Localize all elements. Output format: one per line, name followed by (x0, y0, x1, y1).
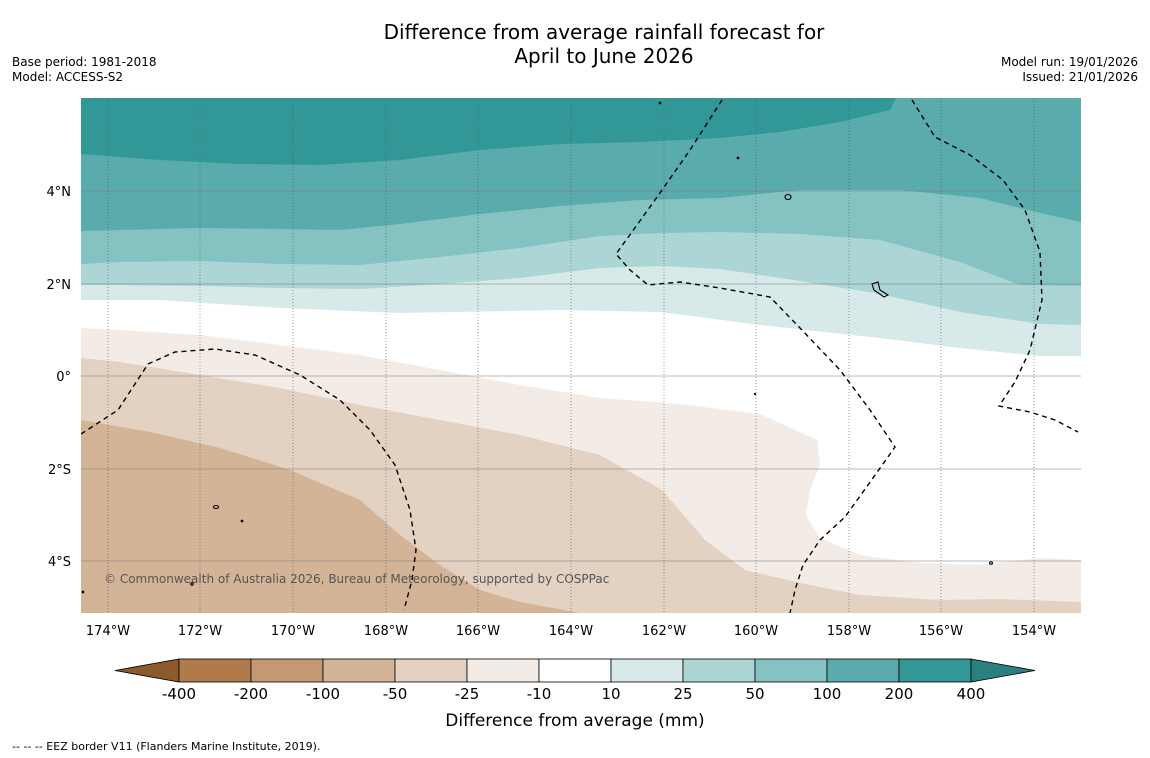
lon-label: 160°W (734, 624, 778, 639)
colorbar-swatch (322, 658, 396, 683)
issued-date: Issued: 21/01/2026 (1022, 70, 1138, 84)
colorbar-tick: 100 (813, 685, 842, 703)
lon-label: 166°W (456, 624, 500, 639)
lon-label: 174°W (86, 624, 130, 639)
model-name: Model: ACCESS-S2 (12, 70, 124, 84)
copyright-notice: © Commonwealth of Australia 2026, Bureau… (104, 572, 609, 586)
colorbar-tick: -50 (383, 685, 408, 703)
lon-label: 154°W (1012, 624, 1056, 639)
island-2 (240, 519, 244, 523)
colorbar-tick: 200 (885, 685, 914, 703)
island-9 (988, 561, 994, 565)
lat-label: 4°S (48, 555, 71, 570)
lon-axis-labels: 174°W 172°W 170°W 168°W 166°W 164°W 162°… (86, 624, 1056, 639)
colorbar-ticks: -400 -200 -100 -50 -25 -10 10 25 50 100 … (162, 685, 985, 703)
colorbar-swatch (394, 658, 468, 683)
eez-border-central (615, 99, 896, 613)
colorbar-swatch (250, 658, 324, 683)
eez-borders (81, 99, 1079, 613)
eez-border-east (911, 99, 1079, 433)
colorbar-label: Difference from average (mm) (445, 711, 704, 731)
island-8 (753, 392, 757, 396)
title-line-1: Difference from average rainfall forecas… (383, 20, 825, 44)
colorbar-tick: -200 (234, 685, 268, 703)
colorbar-swatch (538, 658, 612, 683)
island-5 (736, 156, 740, 160)
band-wet-200-400 (81, 98, 896, 165)
island-6 (784, 193, 792, 201)
graticule (81, 98, 1081, 613)
meta-left: Base period: 1981-2018 Model: ACCESS-S2 (12, 55, 157, 85)
lon-label: 164°W (549, 624, 593, 639)
lat-label: 2°N (47, 278, 72, 293)
model-run: Model run: 19/01/2026 (1000, 55, 1138, 69)
colorbar-tick: 25 (673, 685, 692, 703)
band-dry-50-100 (81, 420, 580, 613)
lat-label: 0° (56, 370, 71, 385)
meta-right: Model run: 19/01/2026 Issued: 21/01/2026 (1001, 55, 1138, 85)
colorbar-tick: -25 (455, 685, 480, 703)
colorbar-swatch (466, 658, 540, 683)
colorbar-tick: -10 (527, 685, 552, 703)
lon-label: 172°W (178, 624, 222, 639)
eez-border-west (81, 348, 417, 611)
colorbar-tick: -400 (162, 685, 196, 703)
map-area: © Commonwealth of Australia 2026, Bureau… (81, 98, 1081, 613)
lat-label: 4°N (47, 185, 72, 200)
islands (81, 101, 994, 594)
colorbar-swatch (898, 658, 972, 683)
island-7 (871, 281, 890, 298)
island-4 (658, 101, 662, 105)
lon-label: 170°W (271, 624, 315, 639)
colorbar-swatch (610, 658, 684, 683)
island-1 (212, 504, 220, 510)
lon-label: 168°W (364, 624, 408, 639)
lat-label: 2°S (48, 463, 71, 478)
colorbar-tick: 10 (601, 685, 620, 703)
colorbar-swatch (754, 658, 828, 683)
colorbar-tick: 50 (745, 685, 764, 703)
island-10 (81, 590, 85, 594)
map-title: Difference from average rainfall forecas… (0, 20, 1150, 68)
colorbar-arrow-left (114, 658, 180, 683)
eez-footnote: -- -- -- EEZ border V11 (Flanders Marine… (12, 740, 321, 753)
lat-axis-labels: 4°N 2°N 0° 2°S 4°S (47, 185, 72, 570)
colorbar-tick: -100 (306, 685, 340, 703)
colorbar-swatch (682, 658, 756, 683)
colorbar-arrow-right (970, 658, 1036, 683)
island-3 (190, 582, 194, 586)
colorbar-swatch (178, 658, 252, 683)
lon-label: 162°W (642, 624, 686, 639)
lon-label: 158°W (827, 624, 871, 639)
title-line-2: April to June 2026 (514, 44, 694, 68)
colorbar-tick: 400 (957, 685, 986, 703)
colorbar-swatch (826, 658, 900, 683)
colorbar-swatches (114, 658, 1036, 683)
base-period: Base period: 1981-2018 (12, 55, 157, 69)
lon-label: 156°W (919, 624, 963, 639)
colorbar: -400 -200 -100 -50 -25 -10 10 25 50 100 … (114, 658, 1036, 731)
